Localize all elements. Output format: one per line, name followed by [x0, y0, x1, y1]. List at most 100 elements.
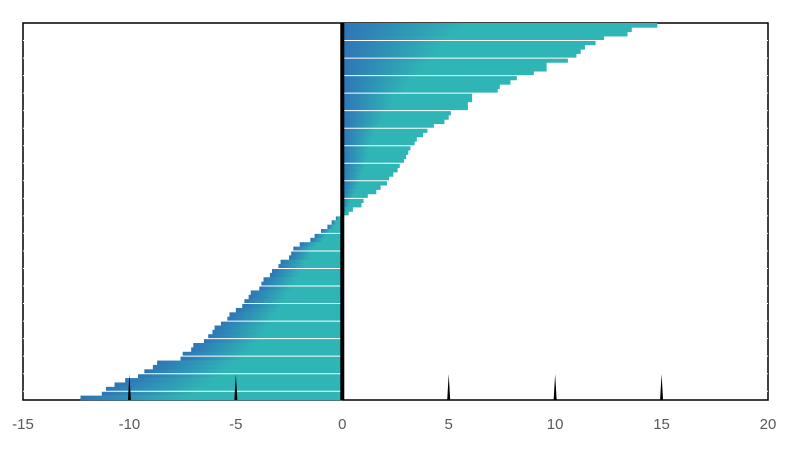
x-tick-label: -5: [229, 416, 242, 433]
bar: [327, 224, 343, 230]
bar: [335, 215, 343, 221]
bar: [342, 101, 468, 107]
bar: [342, 79, 511, 85]
bar: [331, 220, 343, 225]
bar: [342, 189, 377, 195]
bar: [125, 378, 343, 383]
bar: [342, 84, 500, 90]
x-tick-mark: [660, 374, 664, 400]
bar: [250, 290, 343, 296]
bar: [193, 343, 343, 348]
bar: [342, 115, 449, 120]
bar: [342, 167, 398, 173]
bar: [342, 75, 517, 81]
bar: [342, 136, 417, 142]
bar: [342, 176, 390, 182]
bar: [342, 141, 415, 147]
bar: [342, 163, 400, 168]
x-tick-label: -10: [119, 416, 141, 433]
bar: [180, 356, 343, 361]
bar: [227, 316, 343, 322]
bar: [342, 71, 534, 76]
bar: [342, 44, 585, 50]
x-tick-mark: [127, 374, 131, 400]
x-tick-label: 10: [547, 416, 564, 433]
bar: [220, 321, 343, 326]
bar: [272, 268, 343, 274]
bars-group: [23, 23, 768, 401]
bar: [342, 97, 473, 103]
bar: [342, 58, 568, 63]
bar: [263, 277, 343, 282]
bar: [342, 31, 628, 37]
x-axis-ticks: [127, 374, 664, 400]
bar: [342, 23, 658, 28]
bar: [342, 123, 434, 129]
bar: [342, 66, 547, 72]
bar: [342, 53, 577, 59]
x-tick-label: 0: [338, 416, 346, 433]
x-axis-tick-labels: -15 -10 -5 0 5 10 15 20: [12, 416, 776, 433]
bar: [278, 264, 343, 269]
x-tick-mark: [553, 374, 557, 400]
bar: [342, 128, 428, 133]
bar: [342, 93, 473, 98]
x-tick-label: 20: [760, 416, 777, 433]
bar: [280, 259, 343, 265]
bar: [235, 307, 343, 313]
bar: [342, 180, 387, 186]
bar: [342, 207, 353, 212]
bar: [342, 40, 596, 46]
bar: [342, 154, 407, 160]
bar: [310, 237, 343, 243]
bar: [342, 110, 451, 116]
bar: [106, 386, 343, 392]
bar: [342, 49, 581, 54]
bar: [144, 369, 343, 374]
bar: [191, 347, 343, 353]
bar: [80, 395, 343, 401]
bar: [157, 360, 343, 366]
bar: [342, 211, 349, 217]
bar: [203, 338, 343, 344]
bar: [342, 36, 605, 41]
x-tick-label: -15: [12, 416, 34, 433]
x-tick-label: 5: [445, 416, 453, 433]
bar: [299, 242, 343, 247]
bar: [342, 198, 364, 204]
bar: [342, 202, 362, 208]
bar: [261, 281, 343, 287]
bar: [269, 272, 343, 278]
bar: [342, 172, 394, 177]
bar: [291, 250, 343, 256]
bar: [214, 325, 343, 331]
bar: [208, 334, 343, 339]
bar: [248, 294, 343, 300]
bar: [342, 62, 547, 68]
bar: [293, 246, 343, 252]
bar: [342, 150, 409, 155]
x-tick-mark: [447, 374, 451, 400]
bar: [342, 27, 632, 33]
bar: [342, 106, 468, 111]
bar: [289, 255, 343, 261]
bar: [229, 312, 343, 318]
bar: [152, 364, 343, 370]
bar: [321, 229, 343, 234]
bar: [259, 286, 343, 291]
bar: [314, 233, 343, 239]
bar: [242, 303, 343, 309]
bar: [101, 391, 343, 396]
bar: [342, 185, 381, 190]
bar: [244, 299, 343, 304]
x-tick-mark: [234, 374, 238, 400]
bar: [137, 373, 343, 379]
bar: [342, 119, 445, 125]
x-tick-label: 15: [653, 416, 670, 433]
bar: [342, 88, 498, 94]
bar: [212, 329, 343, 335]
bar: [342, 158, 405, 164]
bar: [182, 351, 343, 357]
bar: [342, 193, 368, 199]
